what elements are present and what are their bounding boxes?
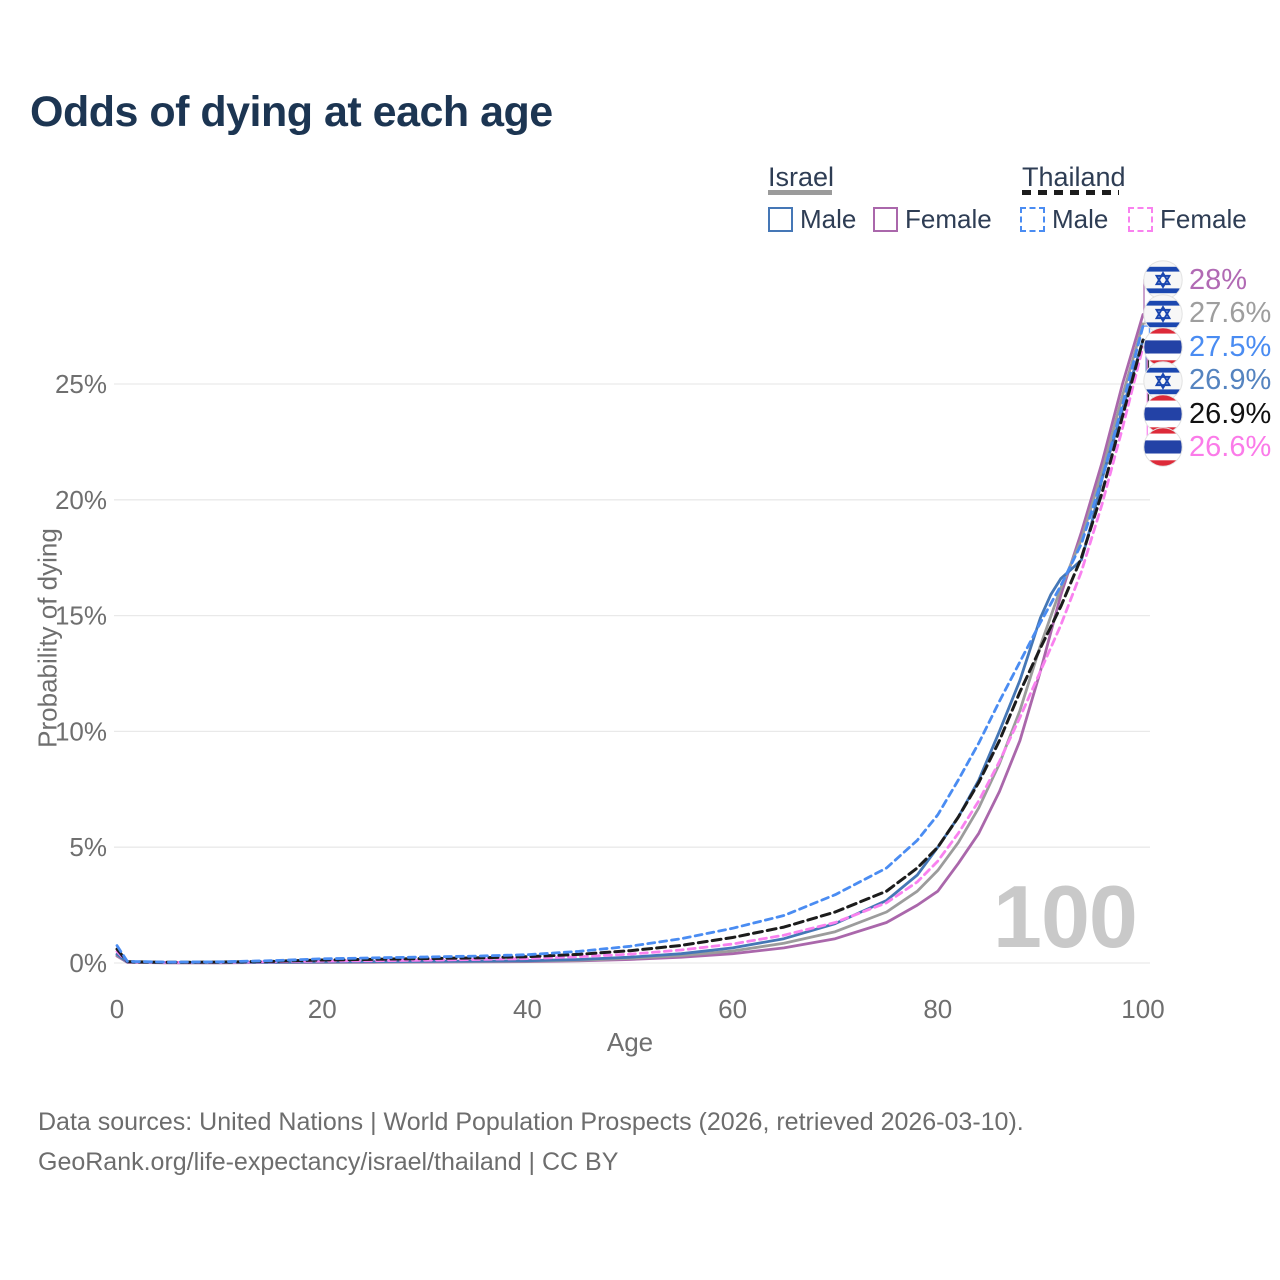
x-tick-label: 60	[718, 994, 747, 1024]
data-source-text: Data sources: United Nations | World Pop…	[38, 1108, 1024, 1136]
end-label-leader-thailand-male	[1143, 325, 1152, 348]
series-line-israel-female	[115, 313, 1145, 965]
israel-female-swatch-icon	[873, 206, 898, 232]
legend-group-thailand-underline	[1022, 190, 1119, 195]
legend-item-israel-male[interactable]: Male	[768, 206, 856, 232]
series-line-thailand-male	[115, 324, 1145, 964]
end-label-leader-thailand-female	[1143, 346, 1152, 448]
series-line-israel-both	[115, 322, 1145, 965]
attribution-text: GeoRank.org/life-expectancy/israel/thail…	[38, 1148, 619, 1176]
legend-item-israel-female[interactable]: Female	[873, 206, 992, 232]
y-axis-title: Probability of dying	[32, 528, 63, 748]
legend-group-israel-underline	[768, 190, 832, 195]
legend-item-thailand-male[interactable]: Male	[1020, 206, 1108, 232]
series-line-israel-male	[115, 338, 1145, 964]
series-line-thailand-both	[115, 338, 1145, 964]
thailand-male-swatch-icon	[1020, 206, 1045, 232]
y-tick-label: 10%	[55, 716, 107, 746]
legend-group-israel-title: Israel	[768, 162, 835, 192]
y-tick-label: 15%	[55, 601, 107, 631]
y-tick-label: 20%	[55, 485, 107, 515]
x-axis-title: Age	[606, 1027, 654, 1057]
thailand-female-swatch-icon	[1128, 206, 1153, 232]
x-tick-label: 0	[110, 994, 124, 1024]
y-tick-label: 0%	[69, 948, 107, 978]
legend-group-thailand-title: Thailand	[1022, 162, 1126, 192]
age-watermark: 100	[993, 867, 1138, 966]
legend-item-thailand-female[interactable]: Female	[1128, 206, 1247, 232]
y-tick-label: 25%	[55, 369, 107, 399]
x-tick-label: 40	[513, 994, 542, 1024]
israel-male-swatch-icon	[768, 206, 793, 232]
legend-item-label: Female	[905, 204, 992, 234]
legend-item-label: Male	[800, 204, 857, 234]
legend-item-label: Female	[1160, 204, 1247, 234]
x-tick-label: 80	[923, 994, 952, 1024]
series-line-thailand-female	[115, 345, 1145, 964]
end-label-leader-israel-female	[1143, 279, 1152, 316]
page-title: Odds of dying at each age	[30, 88, 553, 136]
x-tick-label: 100	[1121, 994, 1164, 1024]
y-tick-label: 5%	[69, 832, 107, 862]
legend-item-label: Male	[1052, 204, 1109, 234]
x-tick-label: 20	[308, 994, 337, 1024]
